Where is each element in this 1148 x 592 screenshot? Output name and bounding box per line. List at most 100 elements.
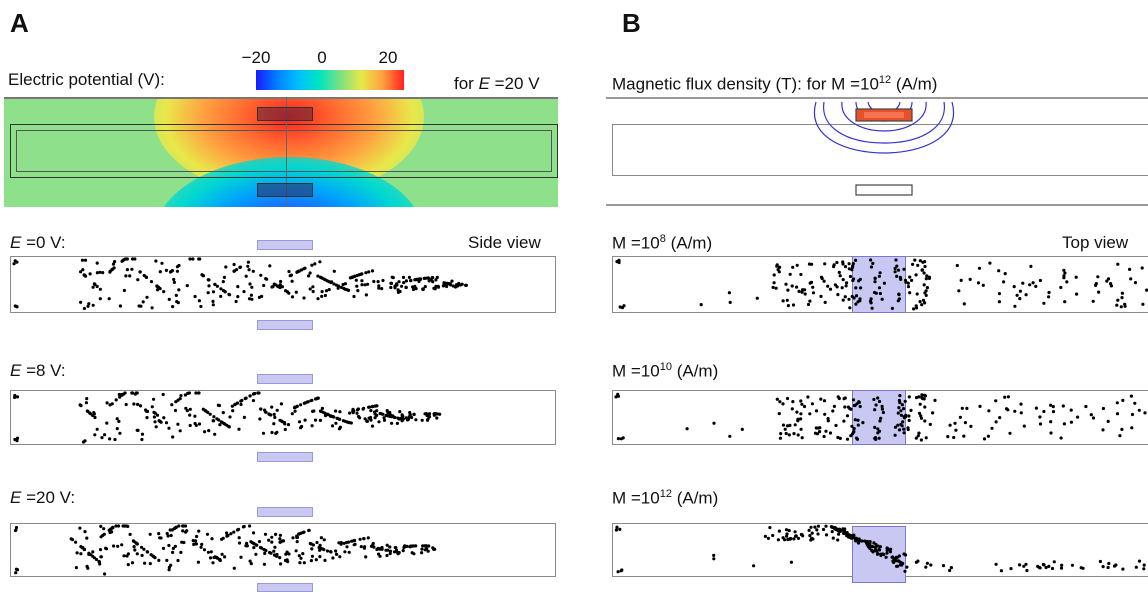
particle: [814, 426, 818, 430]
particle: [899, 422, 903, 427]
b0-particle-cloud: [615, 258, 1148, 311]
particle: [810, 531, 814, 535]
particle: [836, 528, 841, 532]
particle: [1115, 401, 1119, 405]
particle: [432, 286, 436, 290]
a2-particle-cloud: [13, 524, 437, 576]
particle: [882, 281, 886, 285]
particle: [1018, 289, 1022, 293]
particle: [286, 423, 291, 427]
particle: [197, 529, 201, 533]
particle: [1143, 411, 1147, 415]
particle: [854, 258, 858, 262]
particle: [175, 269, 179, 273]
particle: [1018, 297, 1022, 301]
particle: [236, 295, 240, 299]
particle: [420, 551, 424, 555]
particle: [1140, 266, 1144, 270]
particle: [228, 293, 232, 297]
particle: [775, 264, 779, 268]
particle: [211, 303, 215, 307]
colorbar-tick-mid: 0: [317, 48, 327, 67]
particle: [893, 433, 897, 437]
particle: [1049, 403, 1053, 407]
particle: [1105, 279, 1109, 283]
particle: [414, 287, 418, 291]
particle: [299, 403, 303, 407]
particle: [425, 276, 429, 280]
particle: [920, 395, 924, 400]
particle: [1021, 281, 1025, 285]
particle: [402, 281, 406, 285]
particle: [784, 431, 788, 436]
particle: [301, 552, 305, 556]
particle: [86, 409, 90, 414]
particle: [848, 407, 852, 411]
particle: [907, 418, 911, 423]
particle: [103, 572, 107, 576]
particle: [285, 558, 289, 562]
particle: [814, 409, 819, 413]
particle: [323, 293, 327, 298]
particle: [231, 409, 235, 413]
particle: [177, 524, 181, 528]
particle: [918, 259, 922, 263]
particle: [843, 265, 848, 269]
particle: [786, 288, 790, 292]
particle: [771, 285, 775, 289]
particle: [393, 415, 397, 420]
particle: [1084, 404, 1088, 409]
particle: [917, 431, 921, 435]
particle: [895, 564, 900, 568]
particle: [427, 544, 431, 548]
particle: [395, 421, 399, 425]
bottom-electrode-outline: [257, 183, 313, 197]
particle: [847, 262, 851, 266]
particle: [160, 261, 164, 265]
particle: [795, 285, 799, 289]
colorbar-tick-min: −20: [241, 48, 271, 67]
particle: [94, 557, 99, 562]
particle: [78, 526, 82, 530]
particle: [388, 552, 392, 556]
particle: [854, 286, 858, 290]
particle: [877, 274, 881, 278]
particle: [1130, 426, 1134, 430]
particle: [768, 526, 772, 530]
particle: [1097, 290, 1101, 294]
particle: [1116, 298, 1120, 302]
particle: [262, 547, 266, 552]
field-line: [813, 101, 955, 154]
particle: [278, 533, 282, 537]
particle: [393, 545, 397, 550]
particle: [176, 558, 180, 563]
particle: [130, 267, 134, 271]
particle: [15, 568, 20, 572]
particle: [727, 291, 731, 295]
particle: [916, 434, 920, 438]
particle: [91, 554, 95, 558]
particle: [245, 541, 249, 545]
particle: [310, 424, 314, 428]
particle: [800, 402, 804, 406]
field-map-centerline: [286, 97, 287, 207]
potential-field-map: [4, 97, 558, 207]
particle: [316, 274, 320, 278]
particle: [913, 258, 917, 262]
particle: [1044, 565, 1048, 570]
particle: [393, 286, 397, 290]
particle: [1075, 292, 1079, 296]
particle: [273, 545, 277, 549]
particle: [323, 558, 327, 562]
particle: [620, 306, 625, 310]
particle: [310, 398, 314, 402]
particle: [884, 555, 888, 559]
particle: [130, 561, 135, 565]
particle: [347, 550, 351, 554]
particle: [339, 541, 343, 545]
particle: [176, 398, 180, 402]
particle: [800, 436, 804, 440]
particle: [931, 411, 935, 415]
particle: [140, 437, 144, 442]
particle: [172, 280, 176, 284]
